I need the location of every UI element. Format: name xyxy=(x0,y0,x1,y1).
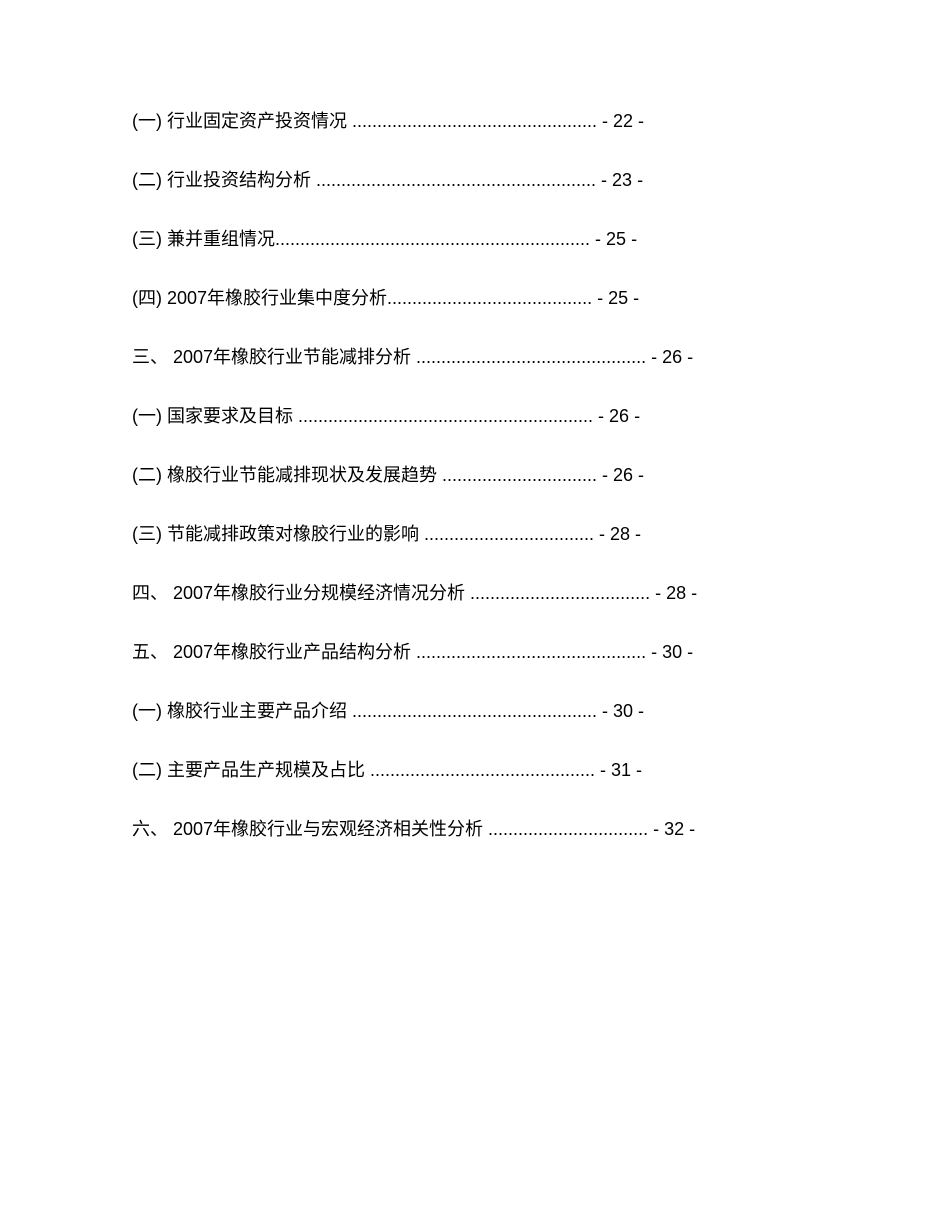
toc-text: (二) 橡胶行业节能减排现状及发展趋势 ....................… xyxy=(132,462,820,489)
toc-text: (二) 主要产品生产规模及占比 ........................… xyxy=(132,757,820,784)
toc-entry: 四、 2007年橡胶行业分规模经济情况分析 ..................… xyxy=(132,580,820,607)
toc-text: 五、 2007年橡胶行业产品结构分析 .....................… xyxy=(132,639,820,666)
toc-entry: (三) 节能减排政策对橡胶行业的影响 .....................… xyxy=(132,521,820,548)
toc-text: (四) 2007年橡胶行业集中度分析......................… xyxy=(132,285,820,312)
toc-entry: (三) 兼并重组情况..............................… xyxy=(132,226,820,253)
toc-text: (三) 节能减排政策对橡胶行业的影响 .....................… xyxy=(132,521,820,548)
toc-text: (三) 兼并重组情况..............................… xyxy=(132,226,820,253)
toc-container: (一) 行业固定资产投资情况 .........................… xyxy=(132,108,820,843)
toc-text: (一) 行业固定资产投资情况 .........................… xyxy=(132,108,820,135)
toc-entry: (一) 国家要求及目标 ............................… xyxy=(132,403,820,430)
toc-entry: 六、 2007年橡胶行业与宏观经济相关性分析 .................… xyxy=(132,816,820,843)
toc-entry: (一) 橡胶行业主要产品介绍 .........................… xyxy=(132,698,820,725)
toc-entry: (二) 主要产品生产规模及占比 ........................… xyxy=(132,757,820,784)
toc-entry: (四) 2007年橡胶行业集中度分析......................… xyxy=(132,285,820,312)
toc-text: 四、 2007年橡胶行业分规模经济情况分析 ..................… xyxy=(132,580,820,607)
toc-text: (二) 行业投资结构分析 ...........................… xyxy=(132,167,820,194)
toc-text: 三、 2007年橡胶行业节能减排分析 .....................… xyxy=(132,344,820,371)
toc-entry: (二) 行业投资结构分析 ...........................… xyxy=(132,167,820,194)
toc-entry: 五、 2007年橡胶行业产品结构分析 .....................… xyxy=(132,639,820,666)
toc-text: (一) 国家要求及目标 ............................… xyxy=(132,403,820,430)
toc-entry: 三、 2007年橡胶行业节能减排分析 .....................… xyxy=(132,344,820,371)
toc-text: 六、 2007年橡胶行业与宏观经济相关性分析 .................… xyxy=(132,816,820,843)
toc-entry: (二) 橡胶行业节能减排现状及发展趋势 ....................… xyxy=(132,462,820,489)
toc-text: (一) 橡胶行业主要产品介绍 .........................… xyxy=(132,698,820,725)
toc-entry: (一) 行业固定资产投资情况 .........................… xyxy=(132,108,820,135)
